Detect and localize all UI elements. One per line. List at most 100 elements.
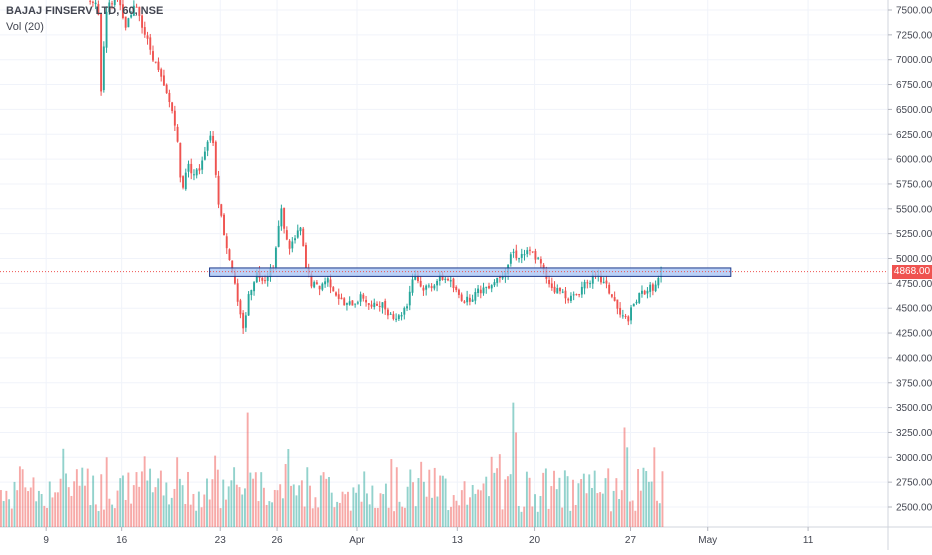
volume-bar	[577, 483, 580, 527]
volume-bar	[62, 448, 65, 527]
volume-bar	[658, 503, 661, 527]
price-tick-label: 2750.00	[896, 478, 932, 489]
volume-bar	[341, 491, 344, 527]
volume-bar	[122, 475, 124, 527]
candle-body	[160, 69, 163, 77]
volume-bar	[252, 478, 255, 527]
volume-bar	[620, 490, 623, 527]
volume-bar	[463, 481, 466, 527]
volume-bar	[333, 507, 336, 527]
volume-bar	[127, 472, 130, 527]
volume-bar	[366, 493, 368, 527]
candle-body	[392, 314, 395, 319]
volume-bar	[498, 454, 501, 527]
candle-body	[119, 0, 122, 6]
volume-bar	[504, 479, 507, 527]
time-tick-label: 23	[215, 535, 227, 546]
volume-bar	[84, 485, 86, 527]
candle-body	[657, 277, 660, 286]
candle-body	[239, 300, 242, 315]
candle-body	[236, 283, 239, 302]
candle-body	[616, 299, 619, 309]
volume-bar	[257, 501, 260, 527]
candle-body	[206, 141, 209, 151]
volume-bar	[515, 432, 518, 527]
candle-body	[225, 236, 228, 249]
candle-body	[168, 92, 171, 103]
volume-bar	[656, 500, 658, 527]
candle-body	[244, 315, 247, 328]
candle-body	[285, 230, 288, 240]
volume-bar	[214, 455, 217, 527]
candle-body	[534, 251, 537, 260]
candle-body	[305, 245, 307, 268]
volume-bar	[132, 485, 135, 527]
volume-bar	[65, 473, 67, 527]
candle-body	[127, 18, 130, 28]
candle-body	[449, 280, 452, 282]
volume-bar	[284, 464, 287, 527]
volume-bar	[403, 507, 406, 527]
candle-body	[231, 260, 234, 273]
candle-body	[100, 13, 103, 92]
volume-bar	[211, 479, 214, 527]
volume-bar	[206, 478, 208, 527]
candle-body	[157, 61, 160, 70]
volume-bar	[311, 508, 314, 527]
volume-bar	[149, 468, 152, 527]
candle-body	[143, 27, 146, 35]
volume-bar	[599, 492, 602, 527]
symbol-title[interactable]: BAJAJ FINSERV LTD, 60, NSE	[6, 5, 164, 17]
volume-study-label[interactable]: Vol (20)	[6, 21, 44, 33]
volume-bar	[170, 497, 173, 527]
candle-body	[567, 298, 570, 301]
candle-body	[389, 313, 392, 315]
candle-body	[280, 208, 283, 227]
volume-bar	[506, 476, 509, 527]
volume-bar	[607, 468, 610, 527]
volume-bar	[18, 466, 21, 527]
volume-bar	[352, 487, 355, 527]
volume-bar	[100, 474, 103, 527]
candle-body	[641, 290, 643, 294]
candle-body	[288, 240, 291, 249]
volume-bar	[225, 499, 227, 527]
volume-bar	[103, 509, 105, 527]
candle-body	[299, 227, 302, 232]
volume-bar	[490, 456, 493, 527]
volume-bar	[390, 459, 393, 527]
volume-bar	[336, 501, 339, 527]
volume-bar	[347, 491, 349, 527]
price-tick-label: 3250.00	[896, 428, 932, 439]
candle-body	[583, 282, 586, 289]
candle-body	[578, 294, 581, 296]
candle-body	[635, 301, 638, 304]
candle-body	[602, 281, 605, 283]
volume-bar	[433, 467, 436, 527]
volume-bar	[43, 505, 46, 527]
volume-bar	[97, 511, 100, 527]
candle-body	[564, 290, 567, 299]
candle-body	[556, 288, 559, 294]
candle-body	[406, 306, 408, 309]
candle-body	[198, 168, 201, 171]
volume-bar	[29, 487, 32, 527]
candle-body	[190, 163, 193, 174]
volume-bar	[534, 494, 536, 527]
candle-body	[569, 295, 572, 301]
candle-body	[373, 302, 376, 308]
volume-bar	[35, 501, 38, 527]
volume-bar	[338, 502, 341, 527]
volume-bar	[40, 494, 43, 527]
volume-bar	[574, 504, 577, 527]
candle-body	[493, 282, 496, 286]
candle-body	[247, 294, 250, 316]
volume-bar	[56, 492, 59, 527]
candle-body	[266, 277, 269, 281]
candle-body	[113, 0, 116, 6]
candle-body	[255, 272, 258, 283]
candle-body	[600, 276, 602, 283]
volume-bar	[425, 496, 428, 527]
